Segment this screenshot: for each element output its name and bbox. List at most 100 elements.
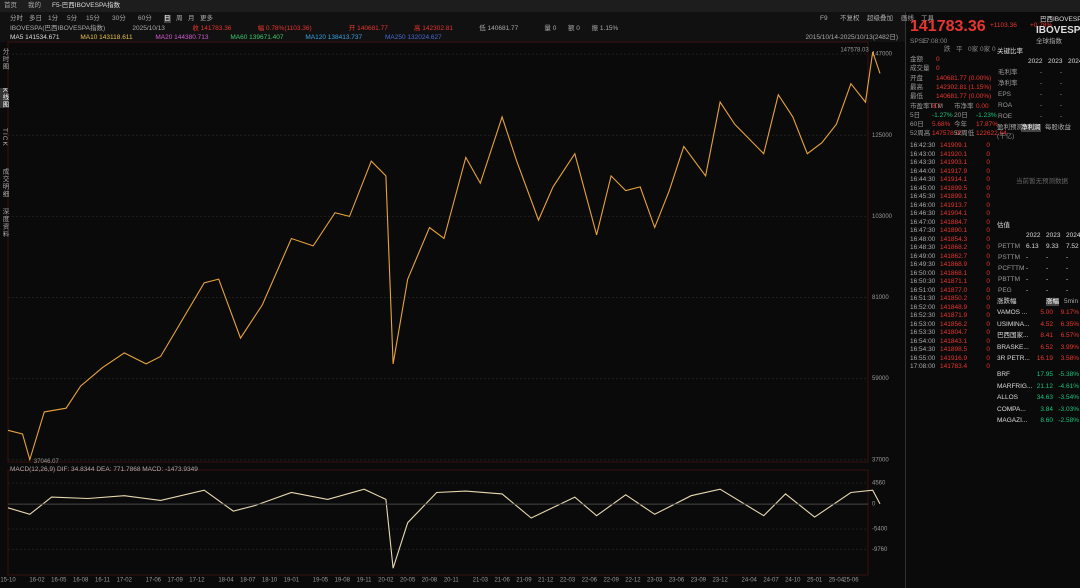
trade-volume: 0 — [986, 269, 990, 277]
period-button[interactable]: 5分 — [67, 15, 78, 22]
stock-name[interactable]: VAMOS ... — [997, 309, 1028, 316]
period-button[interactable]: 1分 — [48, 15, 59, 22]
side-tab[interactable]: 分时图 — [1, 48, 8, 71]
period-button[interactable]: 日 — [164, 15, 171, 23]
tool-button[interactable]: F9 — [820, 15, 828, 22]
stock-name[interactable]: ALLOS — [997, 394, 1018, 401]
trade-price: 141917.9 — [940, 167, 968, 175]
period-button[interactable]: 分时 — [10, 15, 23, 22]
trade-price: 141904.1 — [940, 210, 968, 217]
trade-time: 16:46:00 — [910, 201, 936, 209]
trade-price: 141916.9 — [940, 354, 968, 362]
stock-name[interactable]: BRASKE... — [997, 343, 1029, 351]
stat-value: -1.27% — [932, 111, 953, 119]
trade-volume: 0 — [986, 363, 990, 370]
index-name: IBOVESPA — [1036, 25, 1080, 36]
quote-sub: 0 — [992, 46, 996, 53]
trade-volume: 0 — [986, 261, 990, 268]
stat-label: 最低 — [910, 93, 923, 101]
valuation-value: - — [1066, 287, 1069, 294]
tab[interactable]: 首页 — [4, 2, 17, 9]
period-button[interactable]: 15分 — [86, 15, 100, 22]
ratio-value: - — [1060, 113, 1063, 120]
trade-price: 141903.1 — [940, 159, 968, 166]
side-tab[interactable]: K线图 — [0, 88, 8, 109]
x-tick-label: 17-12 — [189, 578, 205, 584]
valuation-value: - — [1026, 276, 1029, 283]
stat-label: 市盈率TTM — [910, 102, 943, 110]
tool-button[interactable]: 画线 — [901, 15, 914, 22]
stat-value: 0 — [936, 65, 940, 73]
stock-pct: 6.35% — [1060, 320, 1079, 328]
panel-border — [7, 469, 869, 576]
stock-name[interactable]: MARFRIG... — [997, 382, 1033, 390]
x-tick-label: 22-03 — [560, 578, 576, 584]
tab[interactable]: 我的 — [28, 2, 41, 9]
stat-label: 52周低 — [954, 130, 975, 138]
trade-volume: 0 — [986, 303, 990, 311]
valuation-value: - — [1026, 265, 1029, 272]
x-tick-label: 23-09 — [691, 578, 707, 584]
period-button[interactable]: 60分 — [138, 15, 152, 22]
x-tick-label: 21-06 — [494, 578, 510, 584]
quote-sub: 0家 — [980, 46, 991, 53]
side-tab[interactable]: TICK — [1, 128, 8, 147]
stock-name[interactable]: 3R PETR... — [997, 355, 1030, 362]
x-tick-label: 16-11 — [95, 578, 111, 584]
tool-button[interactable]: 工具 — [921, 15, 934, 22]
period-button[interactable]: 月 — [188, 15, 195, 22]
y-tick-label: 0 — [872, 502, 876, 508]
trade-volume: 0 — [986, 346, 990, 353]
period-button[interactable]: 更多 — [200, 15, 213, 22]
trade-price: 141854.3 — [940, 235, 968, 243]
y-tick-label: 4560 — [872, 480, 886, 486]
valuation-value: - — [1026, 287, 1029, 294]
quote-info: 振 1.15% — [591, 25, 619, 32]
forecast-tab[interactable]: 盈利预测 — [997, 124, 1023, 131]
y-tick-label: -5400 — [872, 527, 888, 533]
forecast-tab[interactable]: 净利润 — [1021, 124, 1041, 132]
trade-price: 141899.1 — [940, 193, 968, 200]
trade-price: 141909.1 — [940, 142, 968, 149]
stock-pct: 9.17% — [1060, 309, 1079, 316]
tool-button[interactable]: 不复权 — [840, 15, 860, 22]
mover-tab[interactable]: 5min — [1064, 298, 1079, 305]
tool-button[interactable]: 超级叠加 — [867, 15, 893, 22]
tab[interactable]: F5-巴西IBOVESPA指数 — [52, 2, 121, 9]
trade-volume: 0 — [986, 354, 990, 362]
stock-name[interactable]: MAGAZI... — [997, 417, 1028, 424]
trade-time: 16:45:30 — [910, 193, 936, 200]
trade-volume: 0 — [986, 184, 990, 192]
side-tab[interactable]: 深度资料 — [1, 208, 8, 238]
side-tab[interactable]: 成交明细 — [1, 168, 8, 198]
valuation-value: - — [1046, 265, 1049, 272]
period-button[interactable]: 30分 — [112, 15, 126, 22]
trade-time: 16:43:00 — [910, 150, 936, 158]
trade-volume: 0 — [986, 176, 990, 183]
year: 2022 — [1028, 58, 1043, 65]
stock-name[interactable]: USIMINA... — [997, 320, 1030, 328]
x-tick-label: 22-06 — [582, 578, 598, 584]
market: 全球指数 — [1036, 38, 1062, 45]
toolbar — [0, 12, 905, 42]
stat-value: 147578.00 — [932, 130, 963, 138]
trade-time: 16:53:30 — [910, 329, 936, 336]
trade-price: 141856.2 — [940, 320, 968, 328]
stat-label: 成交量 — [910, 65, 930, 73]
stock-name[interactable]: COMPA... — [997, 405, 1026, 413]
x-tick-label: 25-01 — [807, 578, 823, 584]
trade-volume: 0 — [986, 218, 990, 226]
ratio-value: - — [1040, 102, 1043, 109]
stock-name[interactable]: 巴西国家... — [997, 332, 1029, 339]
quote-info: IBOVESPA(巴西IBOVESPA指数) — [10, 25, 106, 32]
valuation-label: PSTTM — [998, 254, 1021, 261]
y-tick-label: 147000 — [872, 52, 893, 58]
mover-tab[interactable]: 涨幅 — [1046, 298, 1059, 306]
period-button[interactable]: 周 — [176, 15, 183, 22]
trade-price: 141843.1 — [940, 337, 968, 345]
period-button[interactable]: 多日 — [29, 15, 42, 22]
stock-name[interactable]: BRF — [997, 371, 1010, 378]
panel-border — [7, 41, 869, 463]
trade-price: 141884.7 — [940, 218, 968, 226]
forecast-tab[interactable]: 每股收益 — [1045, 124, 1071, 131]
